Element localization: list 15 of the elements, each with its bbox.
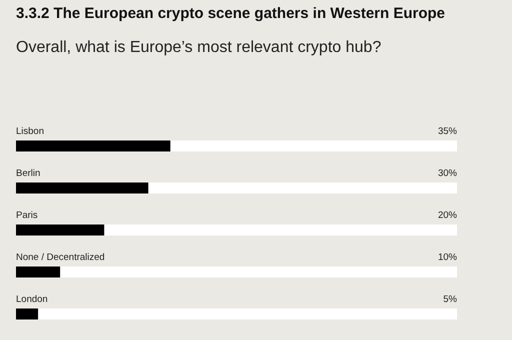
data-label: 5% bbox=[443, 294, 458, 305]
bar bbox=[16, 308, 38, 320]
data-label: 30% bbox=[438, 168, 458, 179]
y-tick-label: Paris bbox=[16, 210, 38, 221]
y-tick-label: Lisbon bbox=[16, 126, 44, 137]
data-label: 20% bbox=[438, 210, 458, 221]
bar bbox=[16, 224, 104, 236]
y-tick-label: Berlin bbox=[16, 168, 40, 179]
data-label: 35% bbox=[438, 126, 458, 137]
y-tick-label: None / Decentralized bbox=[16, 252, 105, 263]
chart-title: 3.3.2 The European crypto scene gathers in Western Europe bbox=[16, 5, 446, 22]
data-label: 10% bbox=[438, 252, 458, 263]
y-tick-label: London bbox=[16, 294, 48, 305]
chart-subtitle: Overall, what is Europe’s most relevant crypto hub? bbox=[16, 39, 382, 56]
bar bbox=[16, 266, 60, 278]
